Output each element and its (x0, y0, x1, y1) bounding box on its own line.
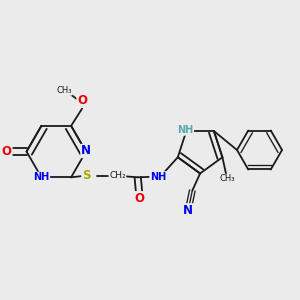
Text: O: O (134, 192, 144, 205)
Text: S: S (82, 169, 90, 182)
Text: NH: NH (177, 125, 194, 135)
Text: N: N (183, 204, 193, 217)
Text: NH: NH (150, 172, 166, 182)
Text: NH: NH (33, 172, 50, 182)
Text: O: O (77, 94, 87, 107)
Text: N: N (81, 144, 91, 158)
Text: CH₂: CH₂ (109, 171, 126, 180)
Text: CH₃: CH₃ (56, 86, 72, 95)
Text: CH₃: CH₃ (219, 174, 235, 183)
Text: O: O (2, 145, 12, 158)
